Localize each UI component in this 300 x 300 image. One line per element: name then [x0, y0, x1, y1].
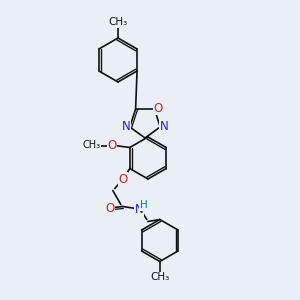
Text: O: O: [107, 139, 116, 152]
Text: O: O: [105, 202, 114, 215]
Text: O: O: [118, 173, 128, 186]
Text: N: N: [122, 120, 130, 134]
Text: CH₃: CH₃: [150, 272, 170, 283]
Text: N: N: [160, 120, 169, 134]
Text: H: H: [140, 200, 148, 211]
Text: CH₃: CH₃: [108, 17, 128, 27]
Text: N: N: [134, 203, 143, 216]
Text: CH₃: CH₃: [83, 140, 101, 151]
Text: O: O: [154, 102, 163, 115]
